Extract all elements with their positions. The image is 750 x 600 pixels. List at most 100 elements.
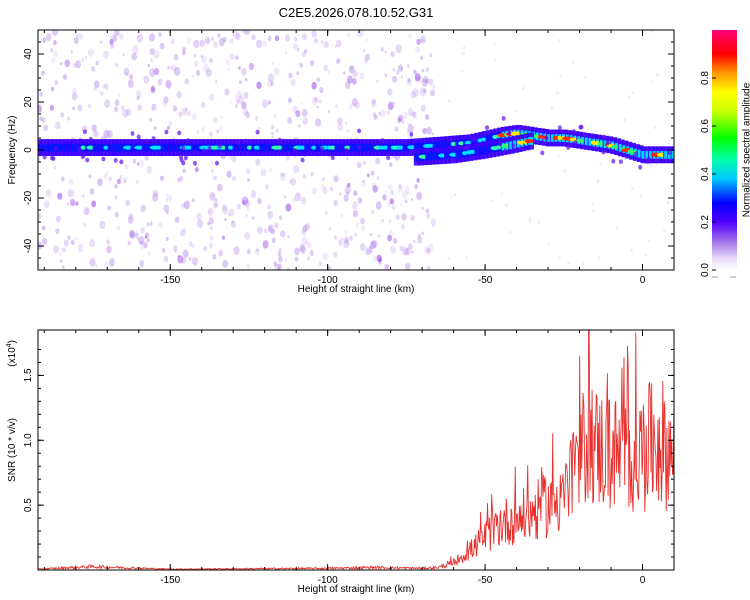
heatmap-noise-cell	[185, 109, 191, 117]
heatmap-noise-cell	[140, 264, 143, 268]
heatmap-noise-cell	[222, 206, 229, 215]
heatmap-noise-cell	[419, 87, 427, 97]
heatmap-track-core	[369, 143, 375, 152]
heatmap-track-core	[195, 143, 201, 152]
heatmap-noise-cell	[422, 75, 429, 84]
heatmap-noise-cell	[498, 141, 503, 147]
heatmap-noise-cell	[159, 42, 165, 50]
heatmap-noise-cell	[352, 78, 357, 85]
heatmap-noise-cell	[38, 213, 42, 220]
heatmap-noise-cell	[39, 92, 43, 97]
heatmap-noise-cell	[454, 193, 457, 197]
heatmap-noise-cell	[398, 114, 404, 122]
heatmap-track-core	[350, 143, 356, 152]
heatmap-noise-cell	[285, 203, 292, 212]
heatmap-noise-cell	[271, 237, 276, 244]
heatmap-noise-cell	[100, 40, 103, 44]
heatmap-noise-cell	[322, 252, 329, 261]
colorbar-tick-label: 0.8	[700, 71, 711, 85]
heatmap-noise-cell	[236, 99, 240, 104]
heatmap-noise-cell	[83, 207, 90, 216]
heatmap-noise-cell	[323, 41, 329, 49]
heatmap-noise-cell	[106, 245, 112, 254]
heatmap-noise-cell	[163, 204, 170, 213]
heatmap-noise-cell	[346, 33, 351, 38]
heatmap-track-core	[48, 143, 54, 152]
heatmap-track-core	[59, 143, 65, 152]
heatmap-noise-cell	[405, 247, 411, 256]
heatmap-noise-cell	[209, 235, 214, 241]
heatmap-noise-cell	[66, 116, 71, 121]
heatmap-noise-cell	[140, 246, 143, 250]
heatmap-noise-cell	[352, 70, 358, 78]
heatmap-noise-cell	[368, 246, 372, 250]
heatmap-noise-cell	[123, 177, 127, 184]
snr-scale-exponent: 4	[6, 343, 13, 347]
heatmap-noise-cell	[567, 261, 571, 265]
heatmap-noise-cell	[414, 73, 421, 82]
heatmap-track-core	[354, 143, 360, 152]
heatmap-noise-cell	[196, 130, 200, 134]
heatmap-noise-cell	[93, 69, 96, 73]
heatmap-noise-cell	[83, 222, 87, 227]
heatmap-noise-cell	[213, 116, 218, 124]
heatmap-noise-cell	[572, 59, 575, 64]
heatmap-noise-cell	[64, 59, 71, 68]
heatmap-noise-cell	[544, 135, 549, 141]
heatmap-noise-cell	[363, 57, 368, 65]
heatmap-noise-cell	[113, 158, 118, 163]
heatmap-noise-cell	[82, 194, 85, 198]
heatmap-noise-cell	[103, 129, 110, 139]
heatmap-noise-cell	[402, 190, 408, 199]
heatmap-noise-cell	[164, 129, 169, 135]
heatmap-noise-cell	[135, 179, 140, 185]
heatmap-noise-cell	[139, 240, 144, 246]
heatmap-noise-cell	[501, 116, 506, 121]
heatmap-noise-cell	[181, 145, 186, 151]
heatmap-noise-cell	[380, 109, 386, 118]
heatmap-noise-cell	[149, 68, 156, 77]
heatmap-noise-cell	[183, 155, 188, 161]
heatmap-noise-cell	[254, 248, 260, 256]
heatmap-noise-cell	[376, 176, 380, 181]
heatmap-noise-cell	[389, 162, 393, 168]
heatmap-noise-cell	[404, 199, 408, 204]
heatmap-track-core	[414, 143, 420, 151]
snr-ytick-label: 1.0	[23, 433, 34, 447]
heatmap-peak-cell	[329, 145, 337, 150]
heatmap-noise-cell	[209, 192, 216, 201]
heatmap-noise-cell	[89, 258, 96, 267]
heatmap-peak-cell	[227, 145, 234, 150]
heatmap-track-core	[547, 134, 552, 142]
heatmap-noise-cell	[371, 100, 377, 108]
heatmap-noise-cell	[236, 91, 243, 100]
heatmap-noise-cell	[139, 260, 145, 267]
heatmap-noise-cell	[348, 65, 355, 74]
heatmap-noise-cell	[417, 233, 421, 239]
heatmap-noise-cell	[236, 140, 241, 145]
heatmap-noise-cell	[666, 150, 671, 156]
heatmap-noise-cell	[49, 104, 55, 111]
heatmap-noise-cell	[311, 97, 318, 106]
heatmap-noise-cell	[369, 232, 373, 237]
heatmap-track-core	[471, 138, 477, 146]
heatmap-noise-cell	[192, 149, 197, 155]
heatmap-noise-cell	[277, 251, 282, 257]
heatmap-noise-cell	[402, 247, 409, 256]
heatmap-noise-cell	[284, 258, 288, 262]
heatmap-noise-cell	[388, 229, 394, 238]
heatmap-noise-cell	[210, 36, 214, 41]
heatmap-track-core	[479, 146, 484, 155]
heatmap-noise-cell	[267, 79, 273, 87]
heatmap-noise-cell	[432, 84, 436, 89]
heatmap-noise-cell	[122, 53, 125, 57]
heatmap-track-core	[40, 143, 46, 152]
colorbar-gradient	[712, 30, 737, 270]
heatmap-noise-cell	[147, 63, 150, 68]
heatmap-noise-cell	[293, 148, 298, 153]
heatmap-noise-cell	[101, 156, 106, 162]
heatmap-noise-cell	[109, 34, 116, 43]
heatmap-noise-cell	[447, 256, 450, 261]
heatmap-peak-cell	[597, 141, 605, 146]
heatmap-noise-cell	[344, 185, 351, 195]
